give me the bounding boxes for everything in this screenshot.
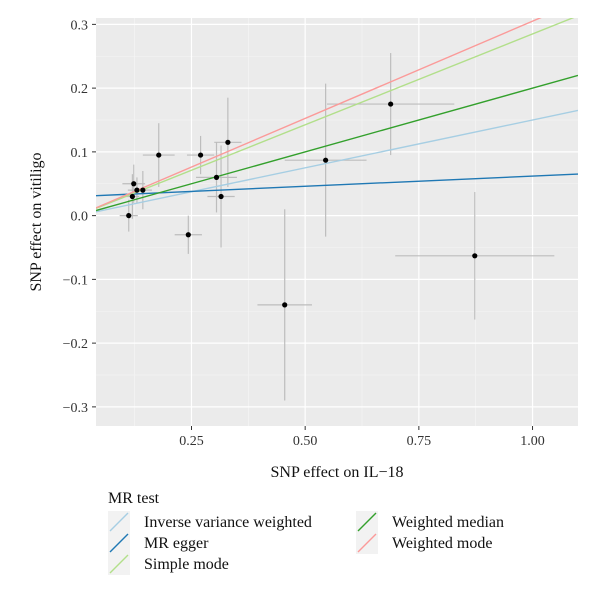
regression-line-mr-egger bbox=[96, 173, 578, 197]
data-point bbox=[218, 193, 224, 200]
y-tick-label: 0.0 bbox=[71, 210, 89, 225]
major-grid bbox=[96, 18, 578, 426]
data-point bbox=[185, 232, 191, 238]
regression-line-inverse-variance-weighted bbox=[96, 109, 578, 213]
x-tick-label: 0.25 bbox=[179, 434, 204, 449]
data-point bbox=[323, 157, 329, 163]
data-point bbox=[472, 253, 478, 259]
plot-panel bbox=[96, 18, 578, 426]
legend-title: MR test bbox=[108, 490, 160, 507]
legend-label: Weighted mode bbox=[392, 535, 492, 552]
y-tick-label: −0.3 bbox=[63, 401, 88, 416]
data-points bbox=[126, 101, 478, 308]
y-tick-label: −0.1 bbox=[63, 273, 88, 288]
x-axis-title: SNP effect on IL−18 bbox=[271, 464, 404, 481]
legend-item: Simple mode bbox=[108, 553, 229, 575]
data-point bbox=[282, 302, 288, 308]
data-point bbox=[213, 174, 220, 180]
data-point bbox=[131, 181, 137, 187]
y-tick-label: 0.2 bbox=[71, 82, 89, 97]
y-tick-label: 0.1 bbox=[71, 146, 89, 161]
x-tick-label: 1.00 bbox=[520, 434, 545, 449]
y-tick-label: 0.3 bbox=[71, 18, 89, 33]
data-point bbox=[197, 152, 204, 158]
data-point bbox=[156, 152, 162, 158]
x-tick-label: 0.50 bbox=[293, 434, 318, 449]
data-point bbox=[129, 193, 135, 200]
legend-label: Inverse variance weighted bbox=[144, 514, 312, 531]
regression-line-weighted-median bbox=[96, 74, 578, 212]
regression-lines bbox=[96, 18, 578, 213]
legend-item: Weighted median bbox=[356, 511, 504, 533]
legend-key-line bbox=[109, 554, 129, 574]
legend-item: Inverse variance weighted bbox=[108, 511, 312, 533]
regression-line-weighted-mode bbox=[96, 18, 542, 209]
legend-key-line bbox=[109, 533, 129, 553]
x-tick-label: 0.75 bbox=[407, 434, 432, 449]
data-point bbox=[126, 213, 132, 219]
regression-line-simple-mode bbox=[96, 18, 575, 210]
data-point bbox=[225, 139, 231, 145]
y-axis-title: SNP effect on vitiligo bbox=[28, 152, 45, 291]
y-tick-label: −0.2 bbox=[63, 337, 88, 352]
legend-label: MR egger bbox=[144, 535, 209, 552]
legend: MR test Inverse variance weighted MR egge… bbox=[108, 490, 504, 575]
legend-item: MR egger bbox=[108, 532, 209, 554]
legend-key-line bbox=[109, 512, 129, 532]
legend-key-line bbox=[357, 533, 377, 553]
legend-label: Weighted median bbox=[392, 514, 504, 531]
x-axis: 0.25 0.50 0.75 1.00 bbox=[179, 426, 545, 449]
minor-grid bbox=[96, 18, 578, 426]
y-axis: −0.3 −0.2 −0.1 0.0 0.1 0.2 0.3 bbox=[63, 18, 96, 416]
data-point bbox=[388, 101, 394, 107]
legend-label: Simple mode bbox=[144, 556, 229, 573]
legend-item: Weighted mode bbox=[356, 532, 492, 554]
legend-key-line bbox=[357, 512, 377, 532]
data-point bbox=[134, 187, 140, 193]
data-point bbox=[140, 187, 146, 193]
